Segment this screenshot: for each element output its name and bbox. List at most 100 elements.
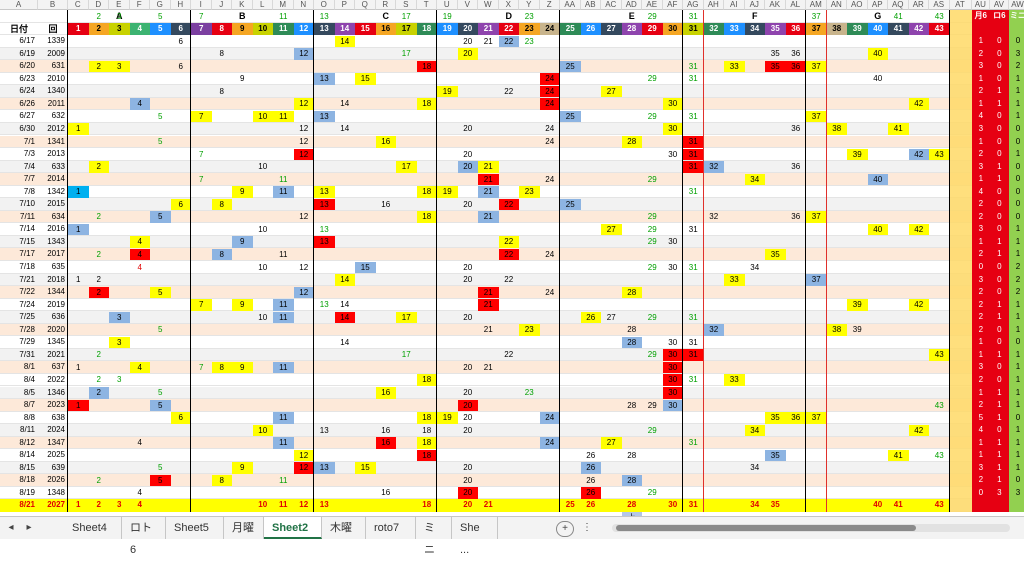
number-cell[interactable]: 22 <box>498 236 519 248</box>
round-cell[interactable]: 2024 <box>47 425 65 435</box>
column-header-af[interactable]: AF <box>662 0 683 10</box>
number-cell[interactable]: 12 <box>293 449 314 462</box>
number-cell[interactable]: 16 <box>375 387 396 399</box>
number-cell[interactable]: 24 <box>545 287 555 297</box>
number-cell[interactable]: 5 <box>150 474 171 487</box>
number-cell[interactable]: 20 <box>457 399 478 412</box>
round-cell[interactable]: 2021 <box>47 349 65 359</box>
round-cell[interactable]: 2014 <box>47 174 65 184</box>
number-cell[interactable]: 37 <box>806 110 827 123</box>
number-cell[interactable]: 37 <box>806 60 827 73</box>
number-cell[interactable]: 8 <box>219 49 224 59</box>
column-header-t[interactable]: T <box>416 0 437 10</box>
number-header-34[interactable]: 34 <box>744 22 765 36</box>
round-cell[interactable]: 1341 <box>47 136 65 146</box>
round-cell[interactable]: 633 <box>51 161 65 171</box>
number-cell[interactable]: 27 <box>601 437 622 449</box>
number-cell[interactable]: 31 <box>688 337 698 347</box>
number-cell[interactable]: 1 <box>76 362 81 372</box>
number-header-37[interactable]: 37 <box>806 22 827 36</box>
number-cell[interactable]: 20 <box>463 425 473 435</box>
number-cell[interactable]: 3 <box>109 311 130 324</box>
round-cell[interactable]: 2010 <box>47 73 65 83</box>
number-cell[interactable]: 2 <box>88 387 109 399</box>
number-cell[interactable]: 2 <box>88 286 109 299</box>
number-cell[interactable]: 10 <box>252 424 273 437</box>
number-header-10[interactable]: 10 <box>252 22 273 36</box>
number-cell[interactable]: 21 <box>483 36 493 46</box>
number-cell[interactable]: 11 <box>273 186 294 198</box>
number-cell[interactable]: 26 <box>580 462 601 474</box>
number-cell[interactable]: 6 <box>170 412 191 424</box>
number-cell[interactable]: 18 <box>416 211 437 223</box>
number-cell[interactable]: 14 <box>340 99 350 109</box>
latest-number-cell[interactable]: 4 <box>137 500 142 510</box>
number-cell[interactable]: 31 <box>683 148 704 161</box>
column-header-as[interactable]: AS <box>929 0 950 10</box>
column-header-i[interactable]: I <box>191 0 212 10</box>
number-cell[interactable]: 21 <box>478 286 499 299</box>
number-cell[interactable]: 8 <box>211 248 232 261</box>
number-header-20[interactable]: 20 <box>457 22 478 36</box>
number-cell[interactable]: 26 <box>580 311 601 324</box>
round-cell[interactable]: 636 <box>51 312 65 322</box>
number-cell[interactable]: 18 <box>416 437 437 449</box>
number-cell[interactable]: 5 <box>158 388 163 397</box>
number-cell[interactable]: 9 <box>232 462 253 474</box>
number-cell[interactable]: 1 <box>76 275 81 285</box>
sheet-tab[interactable]: ロト6 <box>122 517 166 556</box>
number-cell[interactable]: 28 <box>627 325 637 335</box>
column-header-k[interactable]: K <box>232 0 253 10</box>
number-cell[interactable]: 1 <box>68 123 89 135</box>
number-cell[interactable]: 31 <box>688 111 698 121</box>
number-cell[interactable]: 5 <box>158 325 163 335</box>
round-cell[interactable]: 1344 <box>47 287 65 297</box>
number-cell[interactable]: 31 <box>688 74 698 84</box>
number-cell[interactable]: 7 <box>199 362 204 372</box>
number-cell[interactable]: 11 <box>273 437 294 449</box>
number-cell[interactable]: 20 <box>457 48 478 60</box>
number-cell[interactable]: 35 <box>765 449 786 462</box>
number-header-16[interactable]: 16 <box>375 22 396 36</box>
latest-number-cell[interactable]: 31 <box>688 500 698 510</box>
number-cell[interactable]: 15 <box>355 462 376 474</box>
number-header-27[interactable]: 27 <box>601 22 622 36</box>
number-cell[interactable]: 13 <box>314 110 335 123</box>
latest-number-cell[interactable]: 2 <box>96 500 101 510</box>
number-cell[interactable]: 26 <box>586 475 596 485</box>
number-cell[interactable]: 4 <box>129 361 150 374</box>
date-cell[interactable]: 8/1 <box>23 362 35 372</box>
round-cell[interactable]: 2017 <box>47 249 65 259</box>
number-header-28[interactable]: 28 <box>621 22 642 36</box>
number-cell[interactable]: 17 <box>396 311 417 324</box>
number-cell[interactable]: 12 <box>293 286 314 299</box>
number-cell[interactable]: 27 <box>601 223 622 236</box>
number-cell[interactable]: 13 <box>314 73 335 85</box>
number-cell[interactable]: 12 <box>299 137 309 146</box>
number-cell[interactable]: 14 <box>334 274 355 286</box>
number-cell[interactable]: 31 <box>688 375 698 385</box>
number-cell[interactable]: 15 <box>355 261 376 274</box>
number-cell[interactable]: 32 <box>703 161 724 173</box>
column-header-p[interactable]: P <box>334 0 355 10</box>
number-cell[interactable]: 35 <box>765 60 786 73</box>
number-cell[interactable]: 11 <box>273 311 294 324</box>
number-cell[interactable]: 31 <box>688 262 698 272</box>
number-cell[interactable]: 12 <box>293 98 314 110</box>
column-header-ah[interactable]: AH <box>703 0 724 10</box>
date-cell[interactable]: 7/1 <box>23 136 35 146</box>
number-cell[interactable]: 5 <box>150 286 171 299</box>
number-cell[interactable]: 42 <box>908 98 929 110</box>
number-cell[interactable]: 19 <box>437 85 458 98</box>
round-cell[interactable]: 632 <box>51 111 65 121</box>
column-header-v[interactable]: V <box>457 0 478 10</box>
number-cell[interactable]: 23 <box>524 36 534 46</box>
number-cell[interactable]: 23 <box>519 324 540 336</box>
tab-scroll-right-icon[interactable]: ▸ <box>26 522 32 533</box>
number-cell[interactable]: 31 <box>688 224 698 234</box>
number-header-7[interactable]: 7 <box>191 22 212 36</box>
number-cell[interactable]: 24 <box>545 174 555 184</box>
number-header-30[interactable]: 30 <box>662 22 683 36</box>
number-cell[interactable]: 22 <box>498 198 519 211</box>
number-cell[interactable]: 24 <box>545 249 555 259</box>
